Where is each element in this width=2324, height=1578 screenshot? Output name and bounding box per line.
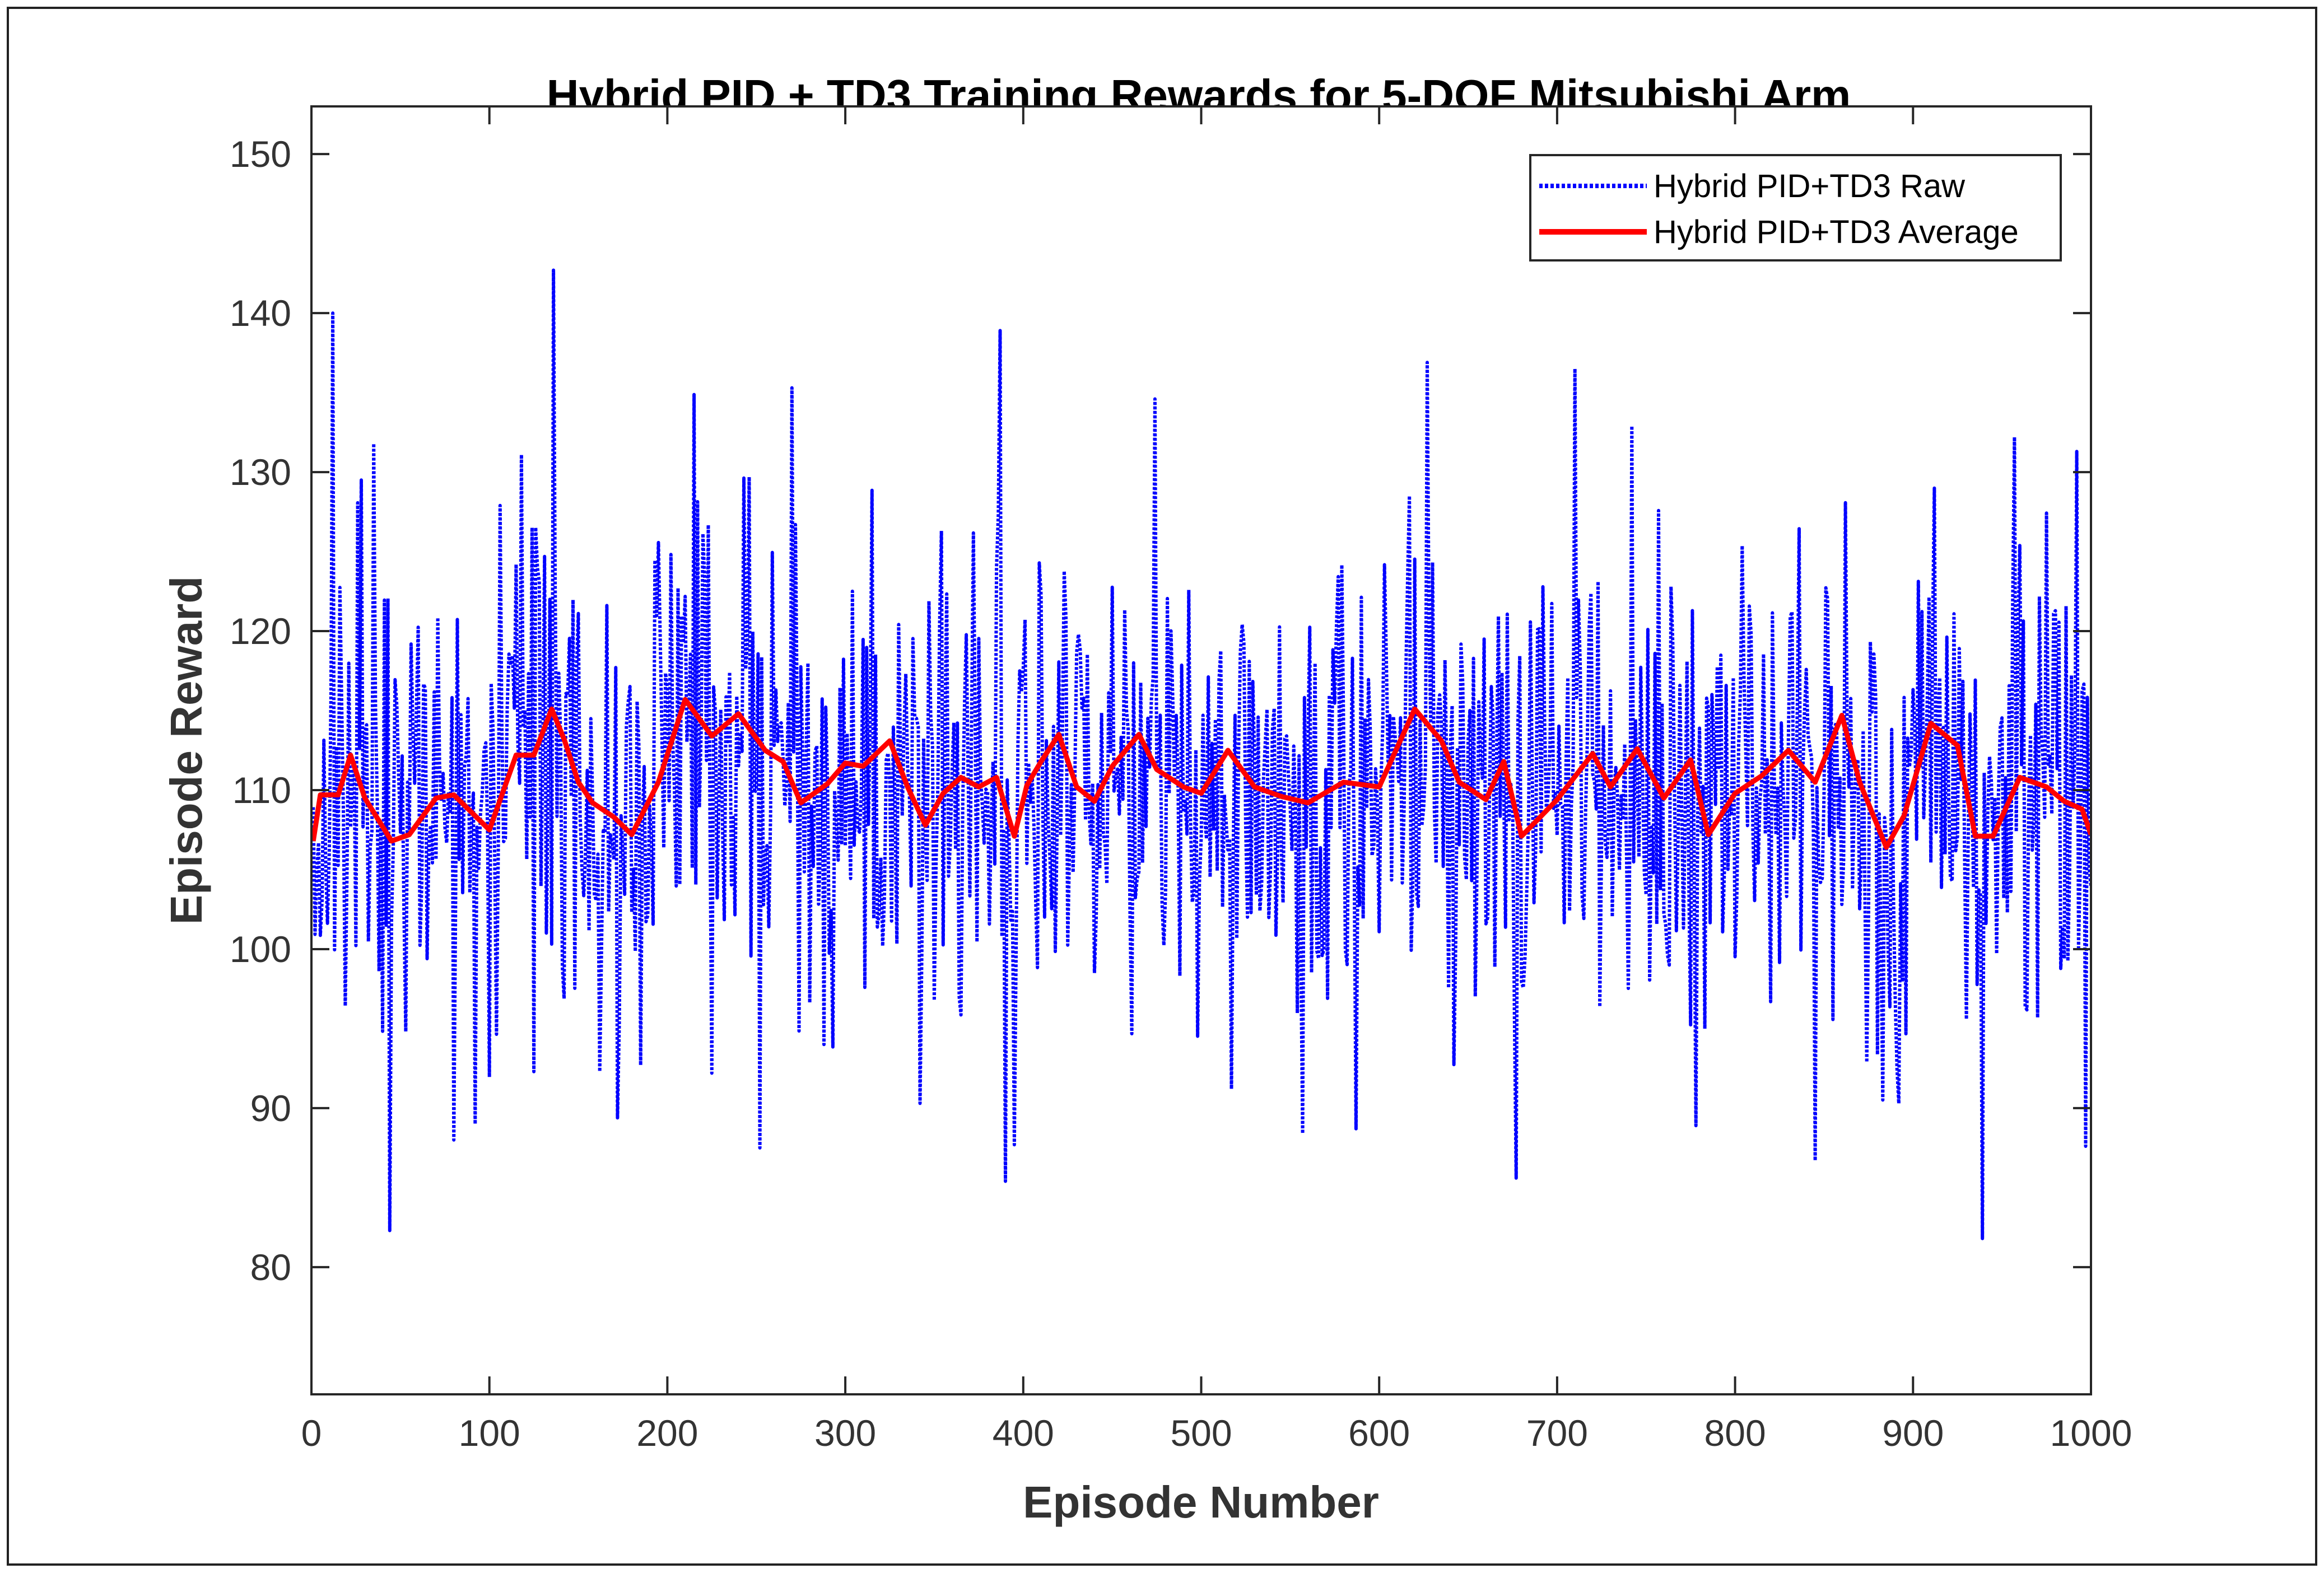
plot-area: 80 90 100 110 120 130 140 150 0 100 200 300 400 500 6… bbox=[230, 105, 2132, 1454]
y-tick-label: 110 bbox=[232, 769, 291, 811]
legend-label-raw: Hybrid PID+TD3 Raw bbox=[1654, 168, 1966, 204]
y-tick-label: 130 bbox=[230, 451, 291, 493]
y-tick-label: 100 bbox=[230, 928, 291, 970]
y-tick-label: 140 bbox=[230, 292, 291, 334]
y-tick-label: 90 bbox=[250, 1087, 291, 1129]
y-tick-label: 80 bbox=[250, 1246, 291, 1288]
legend: Hybrid PID+TD3 Raw Hybrid PID+TD3 Averag… bbox=[1529, 154, 2062, 262]
x-tick-label: 900 bbox=[1882, 1412, 1944, 1454]
x-tick-label: 1000 bbox=[2050, 1412, 2132, 1454]
legend-label-average: Hybrid PID+TD3 Average bbox=[1654, 214, 2019, 250]
raw-reward-line bbox=[311, 268, 2091, 1240]
y-axis: 80 90 100 110 120 130 140 150 bbox=[230, 133, 2091, 1288]
y-axis-label: Episode Reward bbox=[161, 576, 211, 925]
x-axis: 0 100 200 300 400 500 600 700 800 900 1000 bbox=[301, 106, 2132, 1454]
x-tick-label: 100 bbox=[459, 1412, 520, 1454]
x-tick-label: 600 bbox=[1348, 1412, 1410, 1454]
x-tick-label: 400 bbox=[993, 1412, 1054, 1454]
x-tick-label: 200 bbox=[636, 1412, 698, 1454]
x-tick-label: 0 bbox=[301, 1412, 322, 1454]
x-axis-label: Episode Number bbox=[1023, 1477, 1379, 1527]
legend-box bbox=[1529, 154, 2062, 262]
x-tick-label: 300 bbox=[814, 1412, 876, 1454]
average-series bbox=[311, 697, 2091, 850]
y-tick-label: 150 bbox=[230, 133, 291, 175]
x-tick-label: 700 bbox=[1526, 1412, 1588, 1454]
x-tick-label: 800 bbox=[1704, 1412, 1766, 1454]
x-tick-label: 500 bbox=[1170, 1412, 1232, 1454]
raw-series bbox=[311, 268, 2091, 1240]
y-tick-label: 120 bbox=[230, 610, 291, 652]
average-reward-line bbox=[311, 697, 2091, 850]
